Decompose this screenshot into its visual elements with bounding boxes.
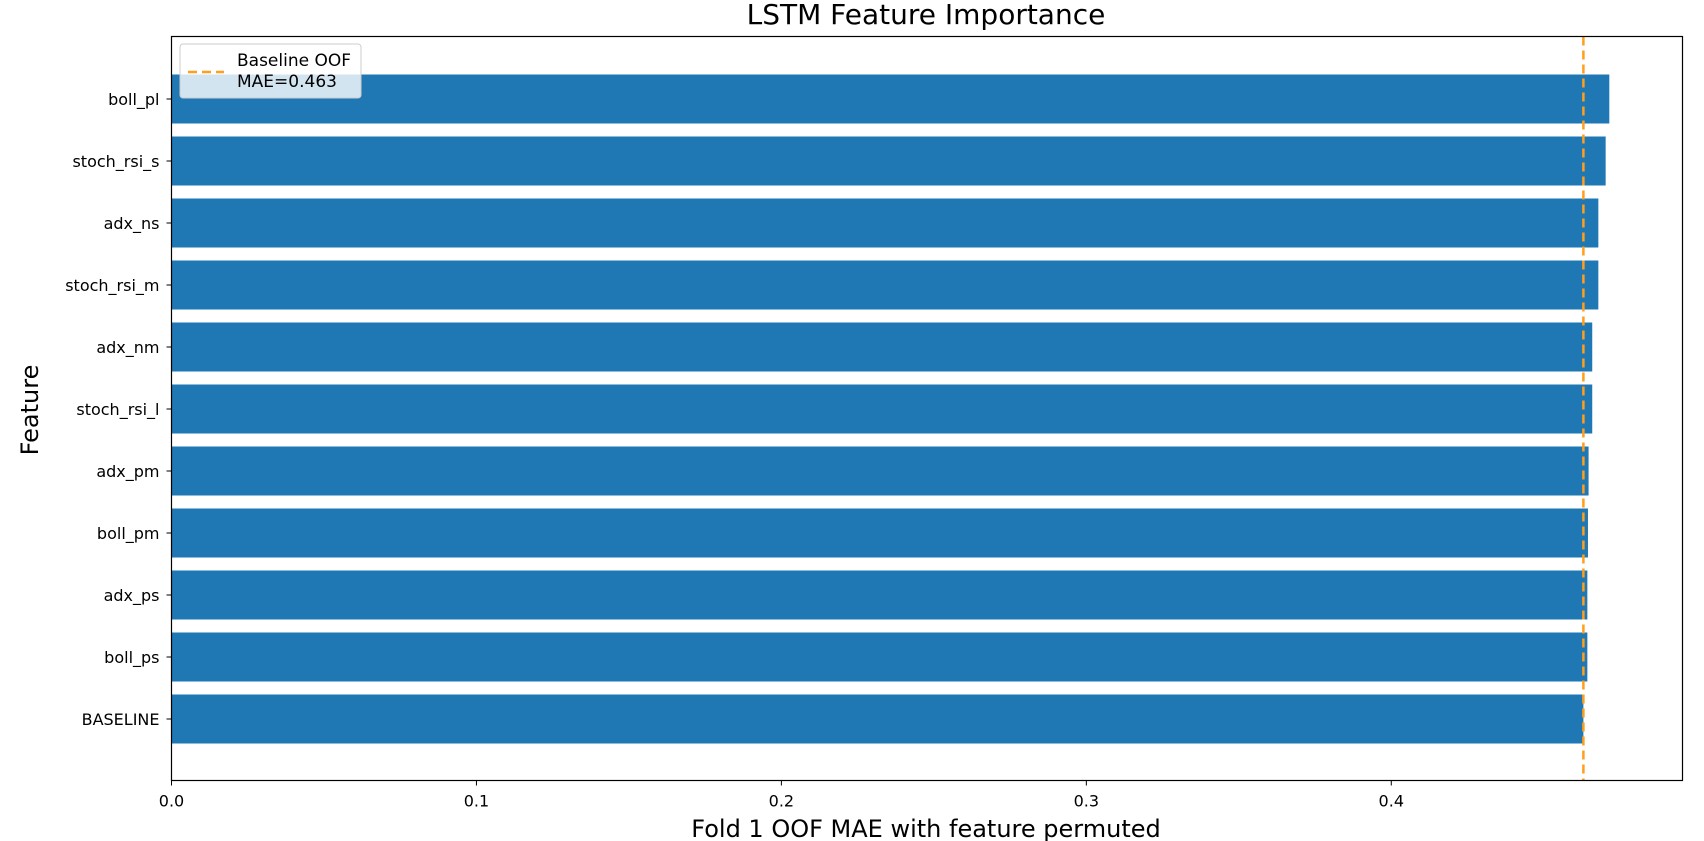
bar-stoch_rsi_s [171, 136, 1606, 186]
legend: Baseline OOF MAE=0.463 [179, 43, 362, 99]
y-tick-label: BASELINE [82, 710, 160, 729]
y-tick-label: boll_ps [104, 648, 159, 668]
x-tick-label: 0.2 [769, 792, 794, 811]
y-tick-label: adx_pm [96, 462, 159, 482]
bar-adx_ps [171, 570, 1588, 620]
legend-label-line1: Baseline OOF [237, 51, 351, 71]
x-axis-title: Fold 1 OOF MAE with feature permuted [691, 815, 1160, 841]
x-tick-label: 0.0 [159, 792, 184, 811]
bar-boll_pl [171, 74, 1610, 124]
y-axis-title: Feature [16, 365, 44, 456]
x-tick-label: 0.1 [464, 792, 489, 811]
x-axis-ticks: 0.0 0.1 0.2 0.3 0.4 [159, 780, 1404, 811]
bar-boll_pm [171, 508, 1588, 558]
bar-stoch_rsi_m [171, 260, 1599, 310]
x-tick-label: 0.4 [1379, 792, 1404, 811]
bar-adx_ns [171, 198, 1599, 248]
y-tick-label: boll_pl [108, 90, 159, 110]
bars-group [171, 74, 1610, 744]
bar-boll_ps [171, 632, 1588, 682]
y-tick-label: stoch_rsi_m [65, 276, 159, 296]
bar-adx_pm [171, 446, 1589, 496]
y-tick-label: adx_ns [104, 214, 160, 234]
plot-frame [170, 35, 1684, 782]
y-tick-label: adx_ps [104, 586, 160, 606]
bar-stoch_rsi_l [171, 384, 1593, 434]
x-tick-label: 0.3 [1074, 792, 1099, 811]
y-axis-ticks: boll_pl stoch_rsi_s adx_ns stoch_rsi_m adx_n… [65, 90, 172, 729]
y-tick-label: stoch_rsi_s [72, 152, 159, 172]
chart-title: LSTM Feature Importance [747, 0, 1106, 31]
y-tick-label: stoch_rsi_l [76, 400, 159, 420]
y-tick-label: adx_nm [96, 338, 159, 358]
y-tick-label: boll_pm [97, 524, 160, 544]
legend-box [179, 43, 362, 99]
bar-BASELINE [171, 694, 1584, 744]
legend-label-line2: MAE=0.463 [237, 72, 337, 92]
bar-adx_nm [171, 322, 1593, 372]
